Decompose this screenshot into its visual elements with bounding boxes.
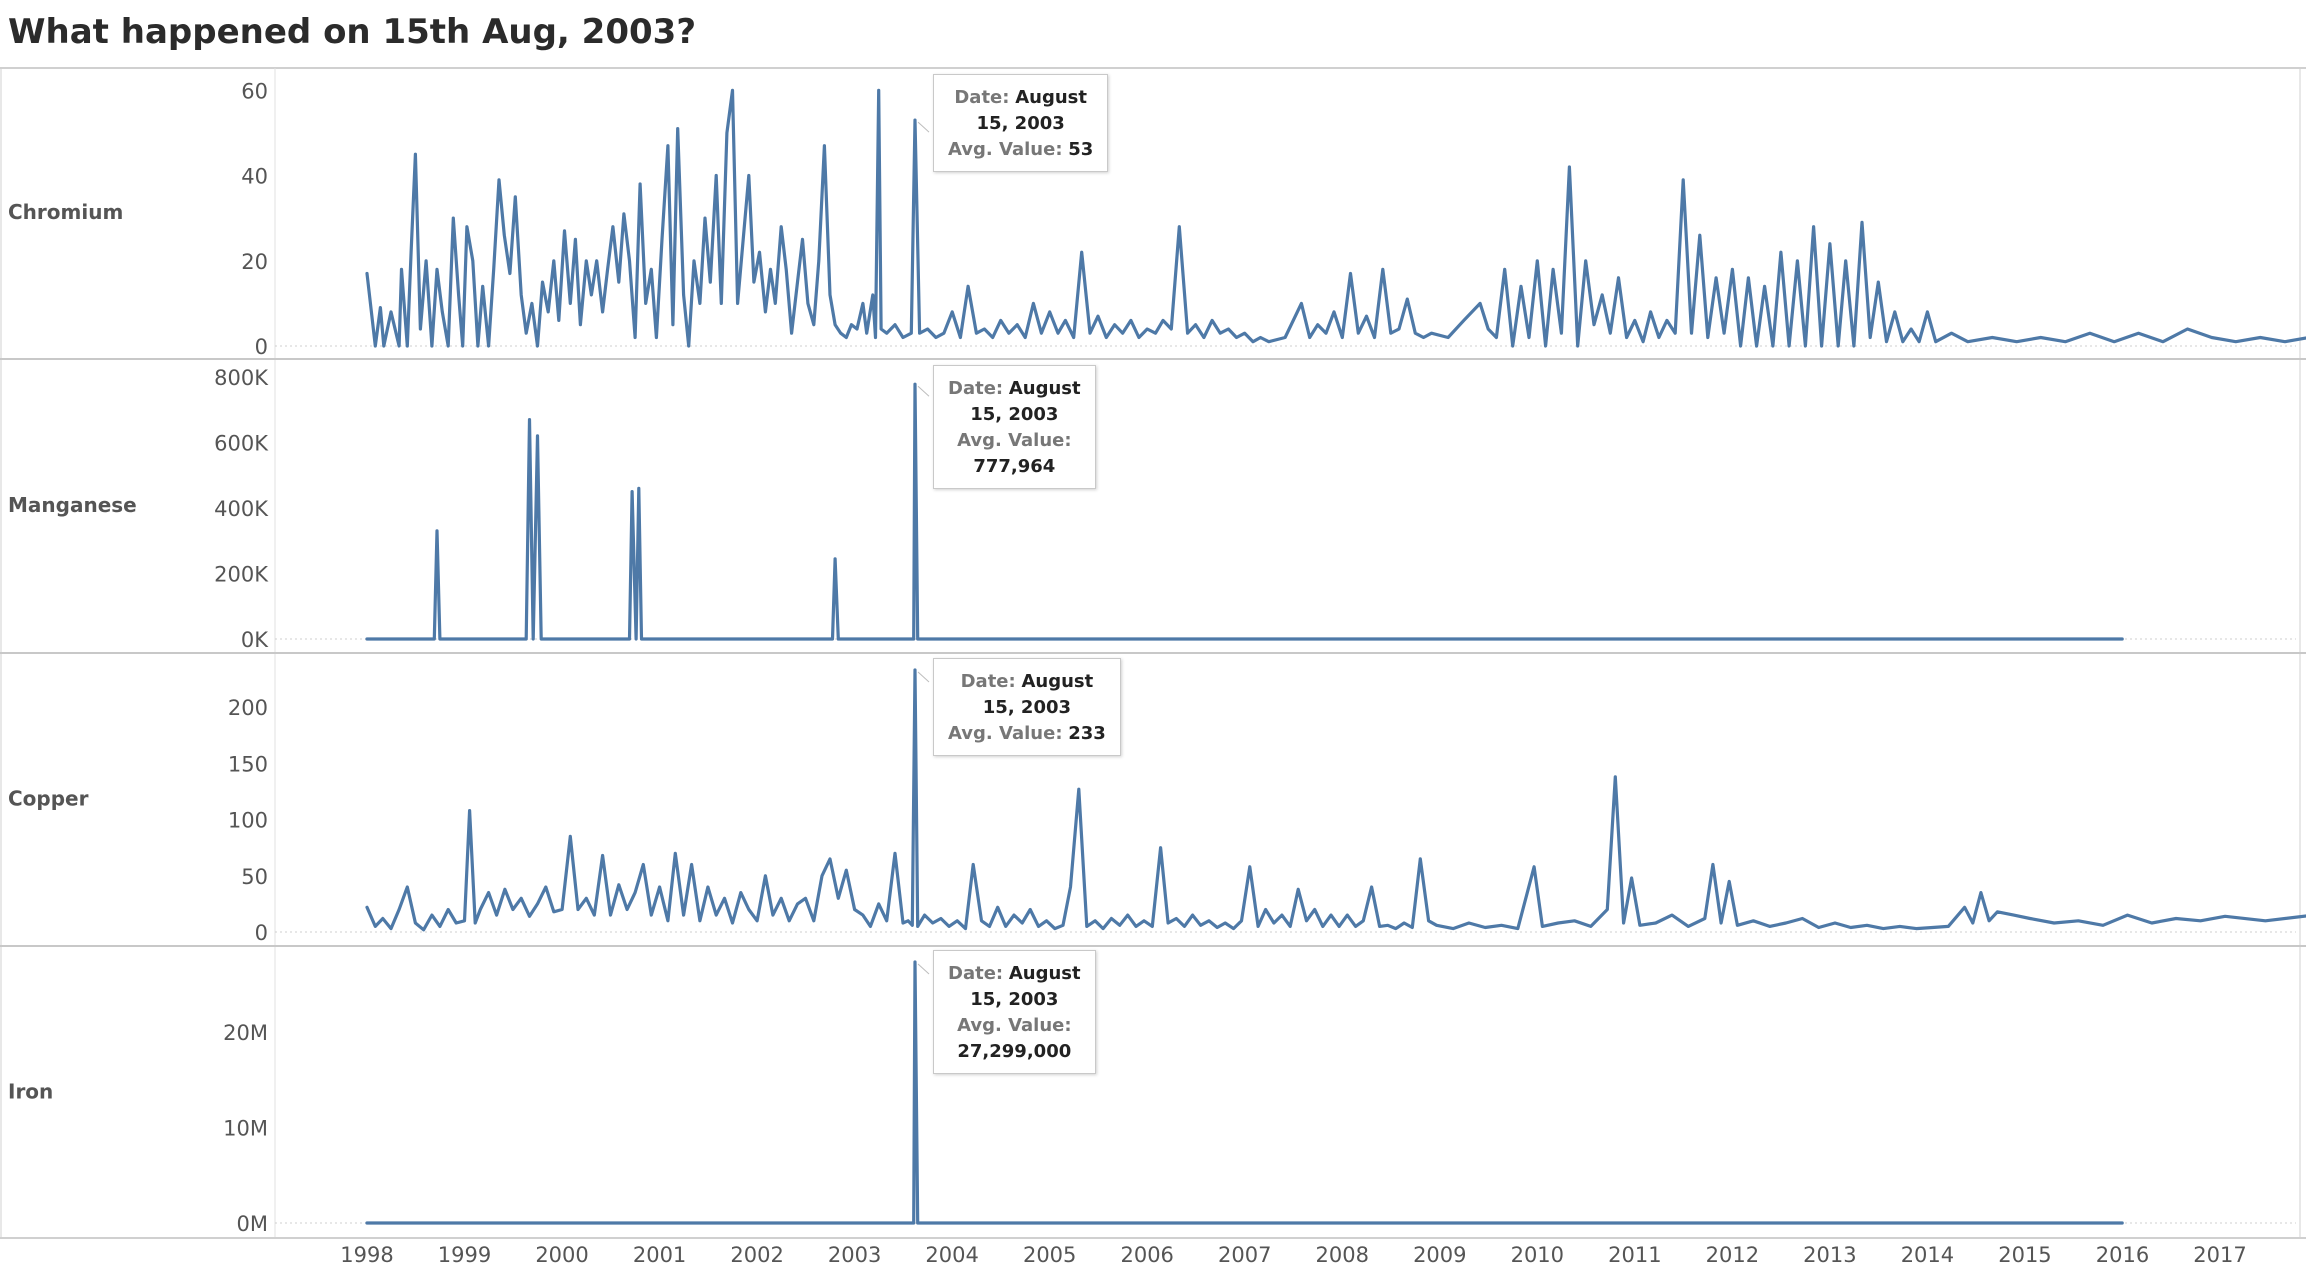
x-tick-label: 2004 — [925, 1243, 978, 1267]
tooltip-value-label: Avg. Value: — [948, 139, 1063, 160]
x-tick-label: 2016 — [2096, 1243, 2149, 1267]
iron-y-tick-label: 0M — [237, 1212, 268, 1236]
tooltip-date-month: August — [1021, 671, 1094, 692]
chromium-tooltip-pointer — [917, 121, 930, 133]
tooltip-date-label: Date: — [948, 963, 1004, 984]
copper-y-tick-label: 0 — [255, 921, 268, 945]
x-tick-label: 1999 — [438, 1243, 491, 1267]
x-tick-label: 2015 — [1998, 1243, 2051, 1267]
chromium-series-line — [365, 88, 2306, 348]
x-tick-label: 2003 — [828, 1243, 881, 1267]
manganese-y-tick-label: 0K — [241, 628, 269, 652]
chromium-y-tick-label: 60 — [241, 79, 268, 103]
manganese-y-tick-label: 600K — [214, 432, 269, 456]
copper-y-tick-label: 100 — [228, 809, 268, 833]
copper-row-label: Copper — [8, 787, 89, 811]
tooltip-value-label: Avg. Value: — [957, 430, 1072, 451]
tooltip-date-rest: 15, 2003 — [970, 989, 1059, 1010]
x-tick-label: 2005 — [1023, 1243, 1076, 1267]
iron-tooltip-pointer — [917, 963, 930, 975]
copper-y-tick-label: 200 — [228, 696, 268, 720]
tooltip-value: 233 — [1068, 723, 1106, 744]
manganese-row-label: Manganese — [8, 493, 137, 517]
tooltip-date-label: Date: — [948, 378, 1004, 399]
chromium-y-tick-label: 40 — [241, 165, 268, 189]
x-tick-label: 2009 — [1413, 1243, 1466, 1267]
x-tick-label: 2017 — [2193, 1243, 2246, 1267]
copper-tooltip-pointer — [917, 671, 930, 683]
copper-y-tick-label: 150 — [228, 752, 268, 776]
tooltip-date-rest: 15, 2003 — [976, 113, 1065, 134]
tooltip-value: 777,964 — [973, 456, 1056, 477]
x-tick-label: 2012 — [1706, 1243, 1759, 1267]
tooltip-date-rest: 15, 2003 — [970, 404, 1059, 425]
chromium-y-tick-label: 0 — [255, 335, 268, 359]
copper-tooltip: Date: August 15, 2003 Avg. Value: 233 — [933, 658, 1121, 756]
chart-title: What happened on 15th Aug, 2003? — [8, 12, 697, 52]
tooltip-date-rest: 15, 2003 — [982, 697, 1072, 718]
x-tick-label: 2007 — [1218, 1243, 1271, 1267]
manganese-y-tick-label: 200K — [214, 563, 269, 587]
tooltip-date-label: Date: — [954, 87, 1010, 108]
iron-y-tick-label: 20M — [223, 1021, 268, 1045]
iron-series-line — [365, 960, 2124, 1225]
manganese-tooltip-pointer — [917, 385, 930, 397]
x-tick-label: 2000 — [535, 1243, 588, 1267]
chromium-row-label: Chromium — [8, 200, 123, 224]
tooltip-value: 53 — [1068, 139, 1094, 160]
manganese-tooltip: Date: August 15, 2003 Avg. Value: 777,964 — [933, 365, 1096, 489]
tooltip-value: 27,299,000 — [957, 1041, 1072, 1062]
tooltip-date-label: Date: — [960, 671, 1016, 692]
x-tick-label: 2013 — [1803, 1243, 1856, 1267]
manganese-y-tick-label: 400K — [214, 497, 269, 521]
iron-tooltip: Date: August 15, 2003 Avg. Value: 27,299,00… — [933, 950, 1096, 1074]
x-tick-label: 2002 — [730, 1243, 783, 1267]
tooltip-value-label: Avg. Value: — [948, 723, 1063, 744]
tooltip-value-label: Avg. Value: — [957, 1015, 1072, 1036]
tooltip-date-month: August — [1015, 87, 1087, 108]
x-tick-label: 2008 — [1316, 1243, 1369, 1267]
x-tick-label: 2010 — [1511, 1243, 1564, 1267]
iron-y-tick-label: 10M — [223, 1116, 268, 1140]
x-tick-label: 2014 — [1901, 1243, 1954, 1267]
chromium-y-tick-label: 20 — [241, 250, 268, 274]
manganese-series-line — [365, 382, 2124, 641]
iron-row-label: Iron — [8, 1080, 53, 1104]
tooltip-date-month: August — [1008, 378, 1081, 399]
tooltip-date-month: August — [1008, 963, 1081, 984]
copper-y-tick-label: 50 — [241, 865, 268, 889]
x-tick-label: 1998 — [340, 1243, 393, 1267]
copper-series-line — [365, 668, 2306, 932]
x-tick-label: 2001 — [633, 1243, 686, 1267]
manganese-y-tick-label: 800K — [214, 366, 269, 390]
x-tick-label: 2006 — [1120, 1243, 1173, 1267]
chromium-tooltip: Date: August 15, 2003 Avg. Value: 53 — [933, 74, 1109, 172]
x-tick-label: 2011 — [1608, 1243, 1661, 1267]
